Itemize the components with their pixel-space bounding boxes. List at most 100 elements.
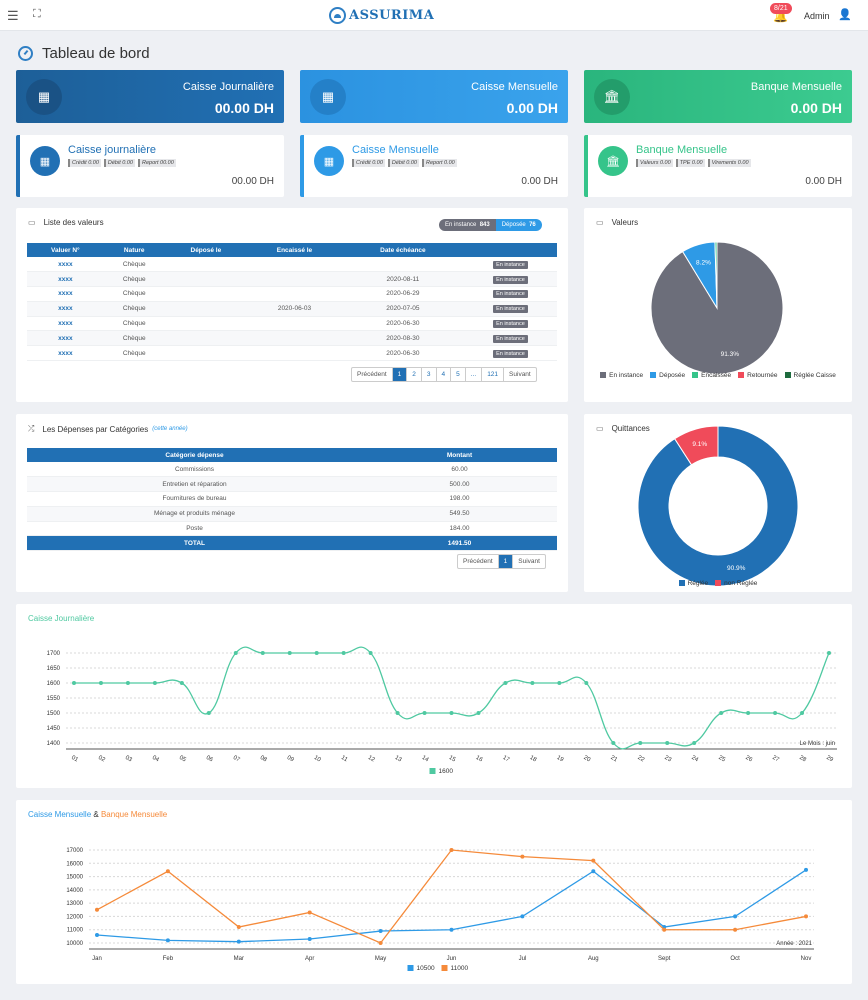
table-row[interactable]: xxxx Chèque 2020-06-30 En instance bbox=[27, 316, 557, 332]
data-point[interactable] bbox=[719, 711, 724, 715]
data-point[interactable] bbox=[692, 741, 697, 745]
pie-slice[interactable] bbox=[674, 425, 719, 466]
logo[interactable]: ASSURIMA bbox=[329, 7, 434, 24]
valeur-link[interactable]: xxxx bbox=[27, 286, 104, 302]
col-categorie[interactable]: Catégorie dépense bbox=[27, 448, 362, 462]
next-button[interactable]: Suivant bbox=[509, 371, 531, 378]
data-point[interactable] bbox=[733, 914, 738, 919]
data-point[interactable] bbox=[520, 914, 525, 919]
data-point[interactable] bbox=[591, 858, 596, 863]
data-point[interactable] bbox=[611, 741, 616, 745]
data-point[interactable] bbox=[591, 869, 596, 874]
col-header[interactable] bbox=[463, 243, 557, 257]
data-point[interactable] bbox=[179, 681, 184, 685]
data-point[interactable] bbox=[287, 651, 292, 655]
col-header[interactable]: Encaissé le bbox=[247, 243, 342, 257]
valeur-link[interactable]: xxxx bbox=[27, 345, 104, 362]
next-button[interactable]: Suivant bbox=[518, 558, 540, 565]
data-point[interactable] bbox=[260, 651, 265, 655]
data-point[interactable] bbox=[314, 651, 319, 655]
data-point[interactable] bbox=[98, 681, 103, 685]
data-point[interactable] bbox=[503, 681, 508, 685]
col-header[interactable]: Déposé le bbox=[164, 243, 248, 257]
table-row[interactable]: xxxx Chèque 2020-06-30 En instance bbox=[27, 345, 557, 362]
data-point[interactable] bbox=[368, 651, 373, 655]
page-button[interactable]: 3 bbox=[422, 368, 437, 381]
page-button[interactable]: 121 bbox=[482, 368, 505, 381]
data-point[interactable] bbox=[449, 927, 454, 932]
table-row[interactable]: xxxx Chèque 2020-06-29 En instance bbox=[27, 286, 557, 302]
user-icon[interactable]: 👤 bbox=[838, 9, 852, 21]
col-header[interactable]: Valuer N° bbox=[27, 243, 104, 257]
data-point[interactable] bbox=[422, 711, 427, 715]
data-point[interactable] bbox=[800, 711, 805, 715]
legend-label[interactable]: 1600 bbox=[439, 768, 454, 775]
fullscreen-icon[interactable]: ⛶ bbox=[33, 8, 41, 20]
col-header[interactable]: Date échéance bbox=[341, 243, 464, 257]
data-point[interactable] bbox=[95, 933, 99, 938]
data-point[interactable] bbox=[307, 910, 312, 915]
page-button[interactable]: ... bbox=[466, 368, 483, 381]
legend-item[interactable]: Encaissée bbox=[692, 372, 731, 379]
legend-item[interactable]: Retournée bbox=[738, 372, 778, 379]
data-point[interactable] bbox=[733, 927, 738, 932]
legend-item[interactable]: En instance bbox=[600, 372, 643, 379]
data-point[interactable] bbox=[773, 711, 778, 715]
data-point[interactable] bbox=[236, 939, 241, 944]
prev-button[interactable]: Précédent bbox=[458, 555, 499, 568]
data-point[interactable] bbox=[449, 848, 454, 852]
page-button[interactable]: 1 bbox=[498, 555, 514, 568]
toggle-deposee[interactable]: Déposée 76 bbox=[495, 219, 542, 231]
data-point[interactable] bbox=[476, 711, 481, 715]
data-point[interactable] bbox=[125, 681, 130, 685]
legend-item[interactable]: Réglée Caisse bbox=[784, 372, 836, 379]
page-button[interactable]: 1 bbox=[392, 368, 408, 381]
legend-item[interactable]: non Réglée bbox=[715, 580, 757, 587]
data-point[interactable] bbox=[520, 854, 525, 859]
table-row[interactable]: xxxx Chèque En instance bbox=[27, 257, 557, 273]
data-point[interactable] bbox=[152, 681, 157, 685]
data-point[interactable] bbox=[557, 681, 562, 685]
prev-button[interactable]: Précédent bbox=[352, 368, 393, 381]
user-name[interactable]: Admin bbox=[804, 11, 830, 21]
data-point[interactable] bbox=[233, 651, 238, 655]
legend-item[interactable]: Déposée bbox=[650, 372, 685, 379]
valeur-link[interactable]: xxxx bbox=[27, 330, 104, 347]
table-row[interactable]: xxxx Chèque 2020-06-03 2020-07-05 En instanc… bbox=[27, 301, 557, 317]
data-point[interactable] bbox=[95, 907, 99, 912]
data-point[interactable] bbox=[665, 741, 670, 745]
pie-slice[interactable] bbox=[714, 241, 718, 309]
data-point[interactable] bbox=[638, 741, 643, 745]
data-point[interactable] bbox=[827, 651, 831, 655]
data-point[interactable] bbox=[378, 929, 383, 934]
toggle-en-instance[interactable]: En instance 843 bbox=[439, 219, 496, 231]
data-point[interactable] bbox=[236, 925, 241, 930]
data-point[interactable] bbox=[165, 869, 170, 874]
data-point[interactable] bbox=[662, 927, 667, 932]
page-button[interactable]: 2 bbox=[407, 368, 422, 381]
col-montant[interactable]: Montant bbox=[362, 448, 557, 462]
data-point[interactable] bbox=[206, 711, 211, 715]
data-point[interactable] bbox=[165, 938, 170, 943]
valeur-link[interactable]: xxxx bbox=[27, 316, 104, 332]
table-row[interactable]: xxxx Chèque 2020-08-11 En instance bbox=[27, 271, 557, 288]
page-button[interactable]: 5 bbox=[451, 368, 466, 381]
legend-label[interactable]: 11000 bbox=[451, 965, 469, 972]
data-point[interactable] bbox=[804, 914, 808, 919]
valeur-link[interactable]: xxxx bbox=[27, 257, 104, 273]
pie-slice[interactable] bbox=[637, 425, 799, 587]
data-point[interactable] bbox=[530, 681, 535, 685]
valeur-link[interactable]: xxxx bbox=[27, 301, 104, 317]
legend-item[interactable]: Réglée bbox=[678, 580, 708, 587]
data-point[interactable] bbox=[378, 941, 383, 945]
data-point[interactable] bbox=[307, 937, 312, 942]
data-point[interactable] bbox=[584, 681, 589, 685]
valeur-link[interactable]: xxxx bbox=[27, 271, 104, 288]
data-point[interactable] bbox=[395, 711, 400, 715]
data-point[interactable] bbox=[72, 681, 76, 685]
col-header[interactable]: Nature bbox=[103, 243, 165, 257]
table-row[interactable]: xxxx Chèque 2020-08-30 En instance bbox=[27, 330, 557, 347]
data-point[interactable] bbox=[449, 711, 454, 715]
data-point[interactable] bbox=[341, 651, 346, 655]
menu-icon[interactable]: ☰ bbox=[7, 8, 19, 23]
